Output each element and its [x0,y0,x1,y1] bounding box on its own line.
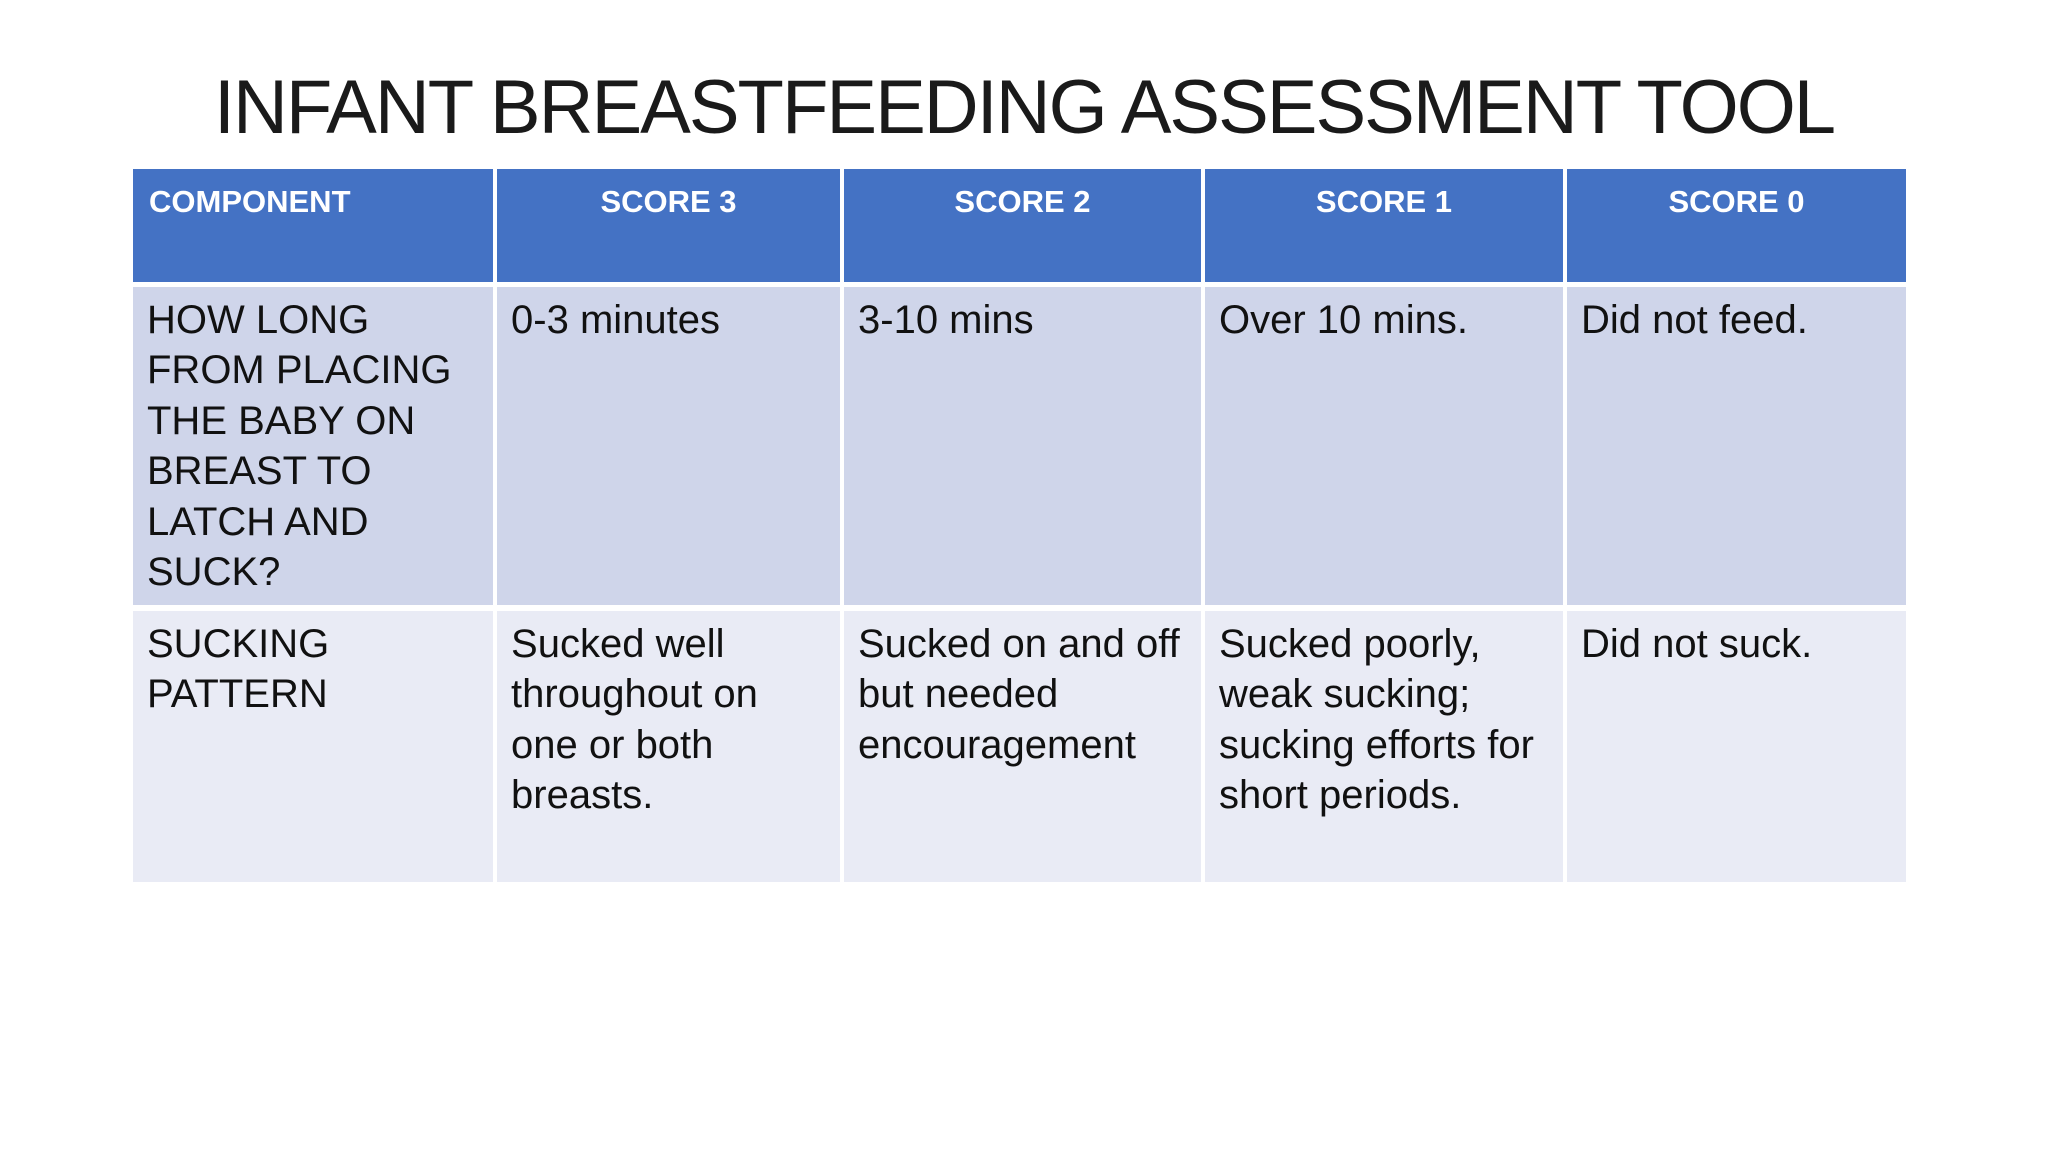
cell-score-0: Did not suck. [1565,608,1906,882]
header-cell-score-2: SCORE 2 [842,169,1205,287]
header-cell-score-1: SCORE 1 [1202,169,1568,287]
cell-score-1: Over 10 mins. [1202,284,1568,611]
cell-score-0: Did not feed. [1565,284,1906,611]
header-cell-score-0: SCORE 0 [1565,169,1906,287]
assessment-table: COMPONENT SCORE 3 SCORE 2 SCORE 1 SCORE … [133,169,1906,882]
header-cell-component: COMPONENT [133,169,498,287]
cell-score-3: 0-3 minutes [495,284,844,611]
cell-score-2: Sucked on and off but needed encourageme… [842,608,1205,882]
cell-score-1: Sucked poorly, weak sucking; sucking eff… [1202,608,1568,882]
cell-component: HOW LONG FROM PLACING THE BABY ON BREAST… [133,284,498,611]
cell-score-2: 3-10 mins [842,284,1205,611]
cell-component: SUCKING PATTERN [133,608,498,882]
table-row-latch-time: HOW LONG FROM PLACING THE BABY ON BREAST… [133,284,1906,611]
table-row-sucking-pattern: SUCKING PATTERN Sucked well throughout o… [133,608,1906,882]
header-cell-score-3: SCORE 3 [495,169,844,287]
cell-score-3: Sucked well throughout on one or both br… [495,608,844,882]
slide-title: INFANT BREASTFEEDING ASSESSMENT TOOL [213,65,1836,150]
table-header-row: COMPONENT SCORE 3 SCORE 2 SCORE 1 SCORE … [133,169,1906,287]
